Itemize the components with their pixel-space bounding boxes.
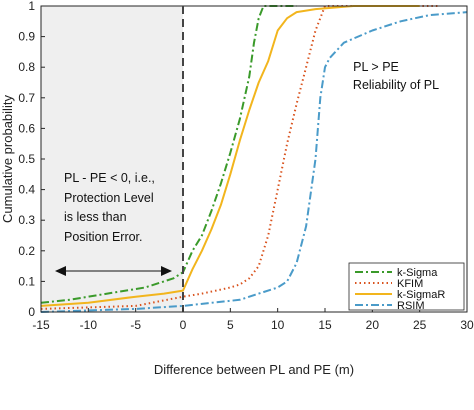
y-tick-label: 0.5	[18, 152, 35, 166]
ticks-layer: -15 -10 -5 0 5 10 15 20 25 30 0 0.1 0.2 0.3 0.4 0.5 0.6 0…	[18, 0, 474, 332]
x-tick-label: 20	[366, 318, 380, 332]
y-tick-label: 0.6	[18, 121, 35, 135]
legend-label-k-sigmar: k-SigmaR	[397, 289, 445, 301]
y-tick-label: 0.4	[18, 183, 35, 197]
annotation-left-line-4: Position Error.	[64, 230, 143, 244]
y-axis-title: Cumulative probability	[0, 95, 15, 223]
x-tick-label: 15	[318, 318, 332, 332]
x-axis-title: Difference between PL and PE (m)	[154, 362, 354, 377]
x-tick-label: 0	[180, 318, 187, 332]
y-tick-label: 0.3	[18, 213, 35, 227]
double-arrow-left-head	[55, 266, 66, 276]
double-arrow-right-head	[161, 266, 172, 276]
series-line-k-sigma	[40, 5, 297, 304]
legend-label-rsim: RSIM	[397, 300, 425, 312]
y-tick-label: 0.2	[18, 244, 35, 258]
x-tick-label: 5	[227, 318, 234, 332]
legend-box	[348, 262, 465, 311]
plot-layer	[40, 5, 468, 313]
annotation-right: PL > PE Reliability of PL	[353, 60, 439, 92]
x-tick-label: -5	[130, 318, 141, 332]
x-tick-label: 25	[413, 318, 427, 332]
legend-label-kfim: KFIM	[397, 278, 423, 290]
annotation-left: PL - PE < 0, i.e., Protection Level is l…	[64, 171, 155, 244]
y-tick-label: 0	[28, 305, 35, 319]
annotation-left-line-2: Protection Level	[64, 191, 154, 205]
legend-label-k-sigma: k-Sigma	[397, 267, 438, 279]
series-line-rsim	[40, 11, 468, 313]
shaded-region	[41, 6, 183, 312]
x-tick-label: 10	[271, 318, 285, 332]
y-tick-label: 0.9	[18, 30, 35, 44]
x-tick-label: -10	[80, 318, 98, 332]
x-tick-label: 30	[460, 318, 474, 332]
y-tick-label: 1	[28, 0, 35, 13]
double-arrow	[55, 266, 172, 276]
x-tick-label: -15	[32, 318, 50, 332]
annotation-right-line-2: Reliability of PL	[353, 78, 439, 92]
annotation-right-line-1: PL > PE	[353, 60, 399, 74]
y-tick-label: 0.8	[18, 60, 35, 74]
annotation-left-line-3: is less than	[64, 210, 127, 224]
y-tick-label: 0.7	[18, 91, 35, 105]
y-tick-label: 0.1	[18, 274, 35, 288]
series-line-k-sigmar	[40, 5, 420, 307]
annotation-left-line-1: PL - PE < 0, i.e.,	[64, 171, 155, 185]
